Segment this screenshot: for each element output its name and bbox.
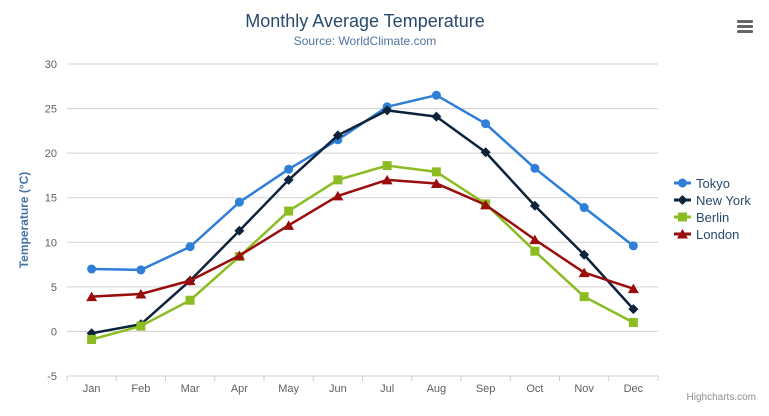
data-point-berlin[interactable] bbox=[530, 246, 540, 256]
diamond-marker-icon bbox=[674, 195, 691, 205]
data-point-london[interactable] bbox=[578, 267, 590, 278]
chart-title: Monthly Average Temperature bbox=[245, 11, 485, 31]
data-point-london[interactable] bbox=[430, 178, 442, 188]
legend-label: New York bbox=[696, 192, 751, 208]
data-point-berlin[interactable] bbox=[382, 161, 392, 171]
data-point-new-york[interactable] bbox=[480, 147, 491, 158]
data-point-new-york[interactable] bbox=[431, 111, 442, 122]
data-point-tokyo[interactable] bbox=[234, 197, 244, 207]
chart-subtitle: Source: WorldClimate.com bbox=[293, 34, 437, 48]
data-point-tokyo[interactable] bbox=[628, 241, 638, 251]
data-point-tokyo[interactable] bbox=[87, 264, 97, 274]
data-point-berlin[interactable] bbox=[431, 167, 441, 177]
x-axis-label: May bbox=[278, 383, 299, 395]
y-axis-label: 0 bbox=[51, 326, 57, 338]
data-point-new-york[interactable] bbox=[234, 225, 245, 236]
triangle-marker-icon bbox=[674, 229, 691, 239]
data-point-berlin[interactable] bbox=[579, 292, 589, 302]
data-point-tokyo[interactable] bbox=[530, 163, 540, 173]
data-point-london[interactable] bbox=[332, 190, 344, 201]
data-point-london[interactable] bbox=[233, 250, 245, 261]
data-point-tokyo[interactable] bbox=[431, 90, 441, 100]
legend-item-tokyo[interactable]: Tokyo bbox=[674, 175, 751, 191]
series-line-berlin bbox=[91, 164, 634, 341]
legend-label: Tokyo bbox=[696, 175, 730, 191]
y-axis-label: 10 bbox=[45, 237, 57, 249]
export-menu-button[interactable] bbox=[735, 18, 755, 36]
data-point-new-york[interactable] bbox=[628, 304, 639, 315]
hamburger-icon bbox=[737, 30, 753, 33]
data-point-london[interactable] bbox=[627, 283, 639, 294]
data-point-berlin[interactable] bbox=[136, 321, 146, 331]
x-axis-label: Jun bbox=[329, 383, 347, 395]
hamburger-icon bbox=[737, 20, 753, 23]
data-point-london[interactable] bbox=[283, 220, 295, 230]
data-point-tokyo[interactable] bbox=[136, 265, 146, 275]
x-axis-label: Apr bbox=[231, 383, 248, 395]
x-axis-label: Dec bbox=[624, 383, 644, 395]
data-point-tokyo[interactable] bbox=[284, 164, 294, 174]
legend: Tokyo New York Berlin London bbox=[674, 176, 751, 244]
y-axis-label: 20 bbox=[45, 148, 57, 160]
y-axis-title: Temperature (°C) bbox=[17, 171, 31, 269]
data-point-london[interactable] bbox=[184, 275, 196, 286]
data-point-berlin[interactable] bbox=[333, 175, 343, 185]
legend-label: London bbox=[696, 226, 740, 242]
hamburger-icon bbox=[737, 25, 753, 28]
credits-link[interactable]: Highcharts.com bbox=[686, 392, 756, 403]
data-point-new-york[interactable] bbox=[332, 130, 343, 141]
y-axis-label: 15 bbox=[45, 193, 57, 205]
x-axis-label: Jul bbox=[380, 383, 394, 395]
data-point-new-york[interactable] bbox=[283, 174, 294, 185]
x-axis-label: Mar bbox=[181, 383, 200, 395]
x-axis-label: Oct bbox=[526, 383, 543, 395]
data-point-tokyo[interactable] bbox=[185, 242, 195, 252]
data-point-berlin[interactable] bbox=[87, 334, 97, 344]
y-axis-label: -5 bbox=[47, 371, 57, 383]
data-point-london[interactable] bbox=[86, 291, 98, 302]
data-point-london[interactable] bbox=[381, 174, 393, 185]
data-point-berlin[interactable] bbox=[628, 318, 638, 328]
x-axis-label: Aug bbox=[427, 383, 447, 395]
legend-item-london[interactable]: London bbox=[674, 226, 751, 242]
legend-item-new-york[interactable]: New York bbox=[674, 192, 751, 208]
x-axis-label: Sep bbox=[476, 383, 496, 395]
x-axis-label: Jan bbox=[83, 383, 101, 395]
series-line-tokyo bbox=[91, 93, 635, 272]
data-point-london[interactable] bbox=[529, 234, 541, 245]
series-line-new-york bbox=[91, 109, 635, 335]
series-line-london bbox=[91, 178, 634, 298]
data-point-london[interactable] bbox=[480, 199, 492, 210]
legend-item-berlin[interactable]: Berlin bbox=[674, 209, 751, 225]
x-axis-label: Nov bbox=[574, 383, 594, 395]
square-marker-icon bbox=[674, 212, 691, 222]
data-point-new-york[interactable] bbox=[382, 105, 393, 116]
data-point-berlin[interactable] bbox=[185, 295, 195, 305]
data-point-london[interactable] bbox=[135, 288, 147, 299]
circle-marker-icon bbox=[674, 178, 691, 188]
legend-label: Berlin bbox=[696, 209, 730, 225]
y-axis-label: 30 bbox=[45, 59, 57, 71]
data-point-new-york[interactable] bbox=[529, 200, 540, 211]
data-point-tokyo[interactable] bbox=[579, 203, 589, 213]
y-axis-label: 25 bbox=[45, 104, 57, 116]
x-axis-label: Feb bbox=[131, 383, 150, 395]
y-axis-label: 5 bbox=[51, 282, 57, 294]
data-point-tokyo[interactable] bbox=[481, 119, 491, 129]
data-point-new-york[interactable] bbox=[579, 249, 590, 260]
data-point-berlin[interactable] bbox=[284, 206, 294, 216]
